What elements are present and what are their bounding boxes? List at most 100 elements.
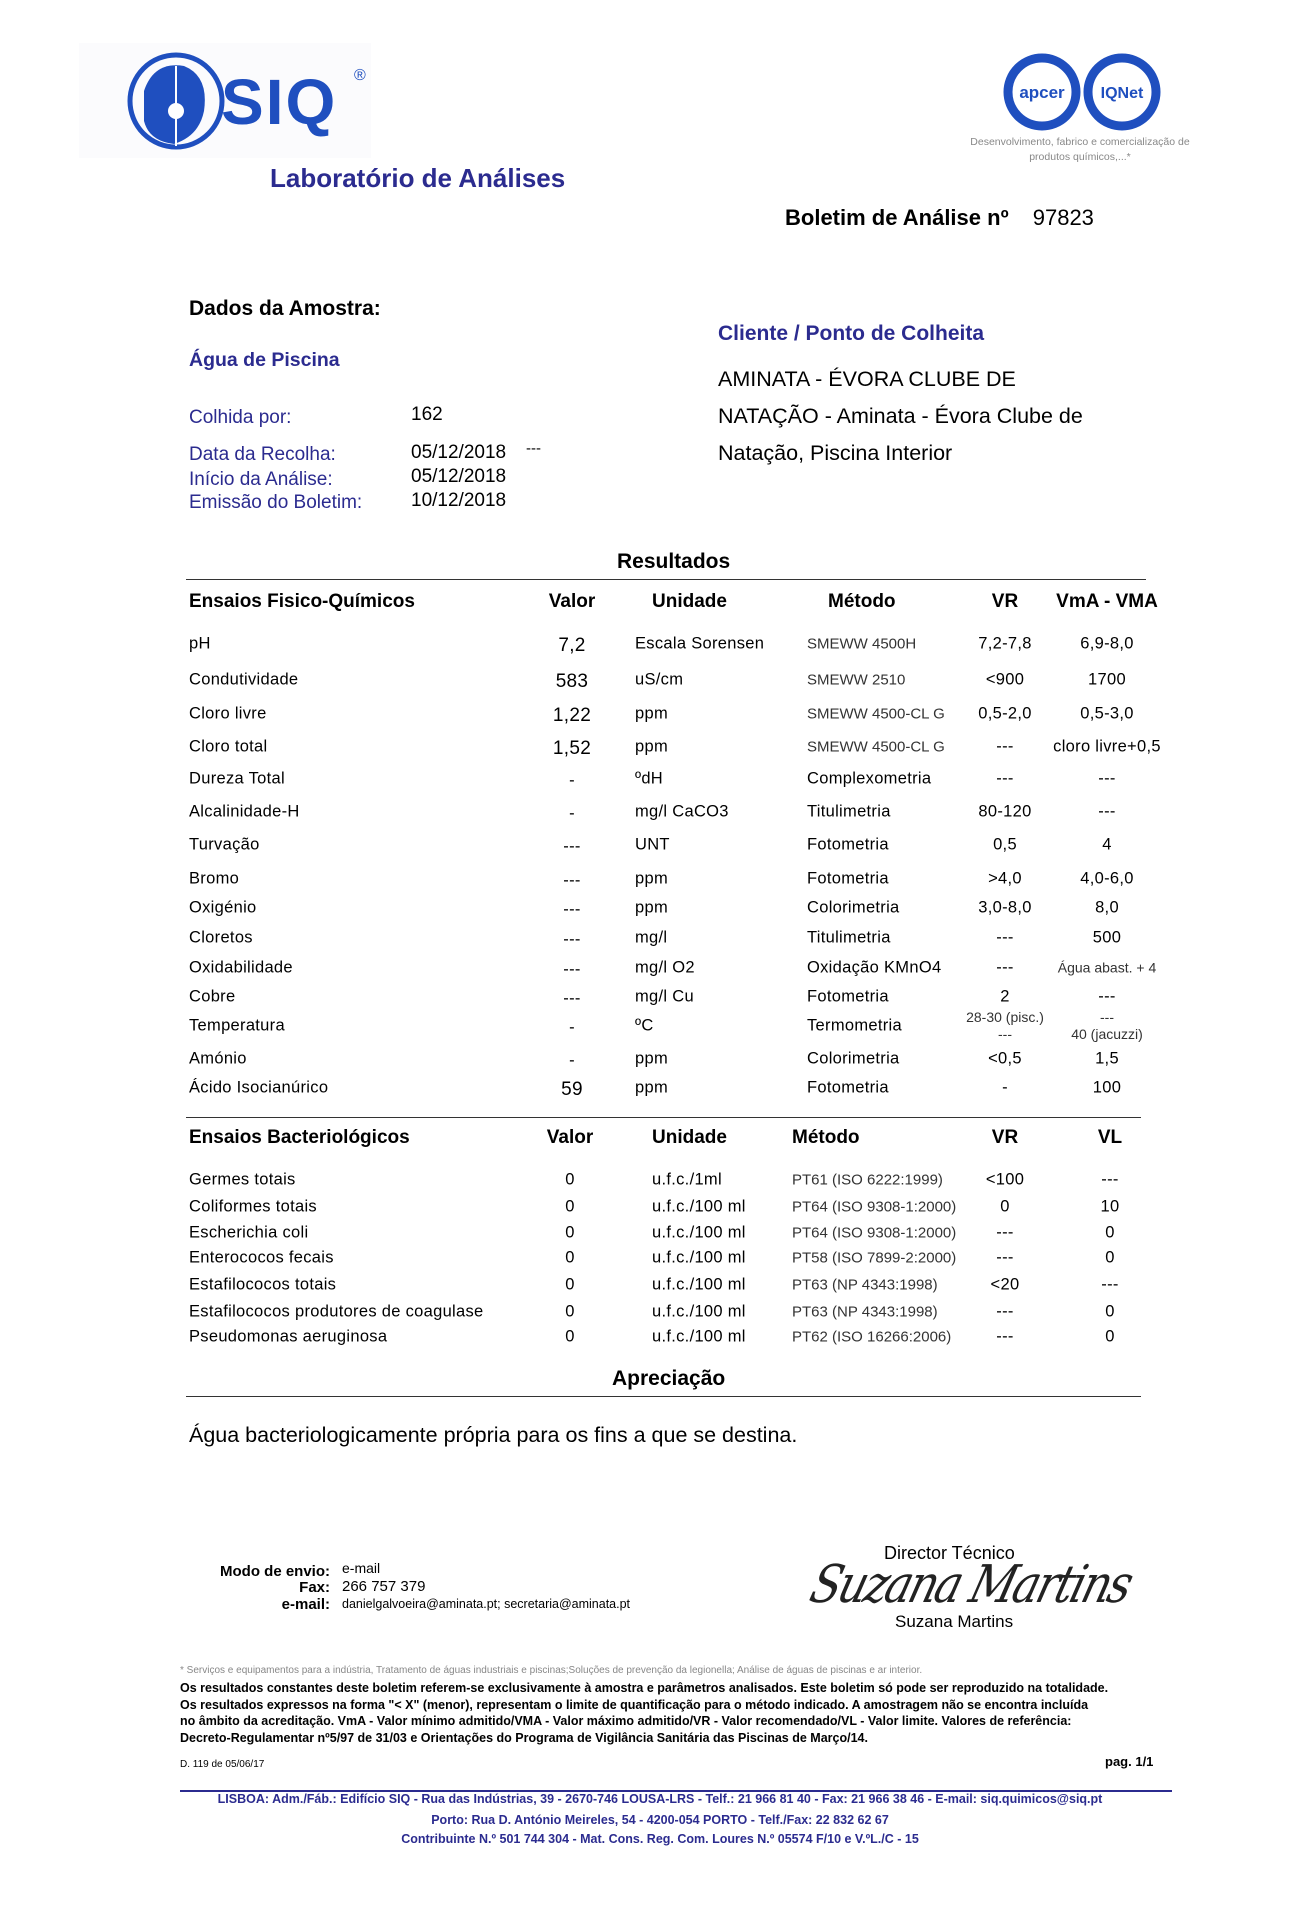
unit: mg/l — [635, 928, 668, 947]
reference-value: <0,5 — [988, 1049, 1022, 1068]
value: - — [569, 1018, 575, 1037]
column-header: VmA - VMA — [1056, 591, 1158, 612]
divider — [186, 1117, 1141, 1118]
signature-role: Director Técnico — [884, 1543, 1015, 1563]
collection-date-value: 05/12/2018 — [411, 442, 507, 463]
signatory-name: Suzana Martins — [895, 1612, 1014, 1631]
divider — [186, 1396, 1141, 1397]
client-section-title: Cliente / Ponto de Colheita — [718, 322, 985, 345]
reference-value: 28-30 (pisc.) --- — [966, 1009, 1044, 1042]
reference-value: <900 — [985, 670, 1025, 689]
method: PT64 (ISO 9308-1:2000) — [792, 1198, 957, 1216]
unit: u.f.c./100 ml — [652, 1327, 746, 1346]
page-number: pag. 1/1 — [1105, 1754, 1154, 1769]
client-line: NATAÇÃO - Aminata - Évora Clube de — [718, 404, 1083, 428]
value: 0 — [565, 1275, 575, 1294]
limit-value: --- — [1101, 1275, 1119, 1294]
unit: ppm — [635, 1078, 668, 1097]
test-name: Cloro total — [189, 737, 268, 756]
column-header: VR — [991, 591, 1019, 612]
unit: mg/l Cu — [635, 987, 694, 1006]
reference-value: <20 — [990, 1275, 1020, 1294]
svg-text:IQNet: IQNet — [1101, 85, 1144, 102]
test-name: Ácido Isocianúrico — [189, 1078, 329, 1097]
reference-value: --- — [996, 1302, 1014, 1321]
iqnet-icon: IQNet — [1083, 53, 1161, 131]
unit: mg/l CaCO3 — [635, 802, 729, 821]
fax-value: 266 757 379 — [342, 1578, 426, 1595]
limit-value: 100 — [1092, 1078, 1122, 1097]
method: PT63 (NP 4343:1998) — [792, 1276, 938, 1294]
reference-value: --- — [996, 1223, 1014, 1242]
unit: ppm — [635, 1049, 668, 1068]
note-line: no âmbito da acreditação. VmA - Valor mí… — [180, 1714, 1072, 1728]
reference-value: --- — [996, 1327, 1014, 1346]
bulletin-label: Boletim de Análise nº — [785, 205, 1009, 230]
method: SMEWW 2510 — [807, 671, 906, 689]
column-header: Unidade — [652, 1127, 727, 1148]
unit: mg/l O2 — [635, 958, 695, 977]
footer-line: Contribuinte N.º 501 744 304 - Mat. Cons… — [401, 1832, 919, 1846]
limit-value: 500 — [1092, 928, 1122, 947]
unit: ppm — [635, 898, 668, 917]
siq-logo-text: SIQ — [221, 66, 338, 138]
test-name: Turvação — [189, 835, 260, 854]
value: 0 — [565, 1302, 575, 1321]
apcer-iso9001-icon: apcer — [1003, 53, 1081, 131]
reference-value: >4,0 — [988, 869, 1022, 888]
unit: u.f.c./100 ml — [652, 1197, 746, 1216]
method: SMEWW 4500H — [807, 635, 917, 653]
reference-value: --- — [996, 928, 1014, 947]
value: --- — [563, 989, 581, 1008]
value: - — [569, 804, 575, 823]
reference-value: --- — [996, 1248, 1014, 1267]
limit-value: 0 — [1105, 1302, 1115, 1321]
cert-caption-line: Desenvolvimento, fabrico e comercializaç… — [970, 136, 1190, 148]
footer-line: Porto: Rua D. António Meireles, 54 - 420… — [431, 1813, 889, 1827]
unit: ºdH — [635, 769, 664, 788]
cert-caption: Desenvolvimento, fabrico e comercializaç… — [960, 135, 1200, 165]
method: Fotometria — [807, 1078, 889, 1097]
limit-value: 10 — [1100, 1197, 1120, 1216]
value: --- — [563, 960, 581, 979]
test-name: Enterococos fecais — [189, 1248, 334, 1267]
test-name: Oxidabilidade — [189, 958, 293, 977]
limit-value: 0 — [1105, 1248, 1115, 1267]
sample-type: Água de Piscina — [189, 349, 340, 371]
limit-value: 6,9-8,0 — [1080, 634, 1134, 653]
certification-logos: apcer IQNet — [1000, 52, 1165, 142]
bulletin-number: 97823 — [1032, 205, 1094, 230]
method: Colorimetria — [807, 1049, 900, 1068]
method: Fotometria — [807, 987, 889, 1006]
limit-value: 0 — [1105, 1327, 1115, 1346]
column-header: Método — [792, 1127, 860, 1148]
client-line: AMINATA - ÉVORA CLUBE DE — [718, 367, 1016, 391]
cert-caption-line: produtos químicos,...* — [1029, 151, 1131, 163]
value: --- — [563, 930, 581, 949]
method: Fotometria — [807, 835, 889, 854]
unit: ppm — [635, 869, 668, 888]
unit: u.f.c./100 ml — [652, 1223, 746, 1242]
test-name: Coliformes totais — [189, 1197, 317, 1216]
unit: ppm — [635, 704, 668, 723]
column-header: Ensaios Fisico-Químicos — [189, 591, 415, 612]
unit: u.f.c./100 ml — [652, 1275, 746, 1294]
column-header: VR — [991, 1127, 1019, 1148]
limit-value: cloro livre+0,5 — [1053, 737, 1161, 756]
collected-by-value: 162 — [411, 404, 443, 425]
collection-date-label: Data da Recolha: — [189, 444, 336, 465]
reference-value: <100 — [985, 1170, 1025, 1189]
method: Complexometria — [807, 769, 932, 788]
test-name: Germes totais — [189, 1170, 296, 1189]
value: 0 — [565, 1248, 575, 1267]
limit-value: Água abast. + 4 — [1057, 959, 1157, 976]
column-header: VL — [1097, 1127, 1123, 1148]
issue-date-label: Emissão do Boletim: — [189, 492, 363, 513]
column-header: Valor — [546, 1127, 594, 1148]
email-label: e-mail: — [281, 1596, 330, 1613]
method: PT63 (NP 4343:1998) — [792, 1303, 938, 1321]
method: Titulimetria — [807, 802, 891, 821]
unit: uS/cm — [635, 670, 684, 689]
siq-logo: SIQ ® — [79, 43, 371, 158]
method: PT61 (ISO 6222:1999) — [792, 1171, 943, 1189]
